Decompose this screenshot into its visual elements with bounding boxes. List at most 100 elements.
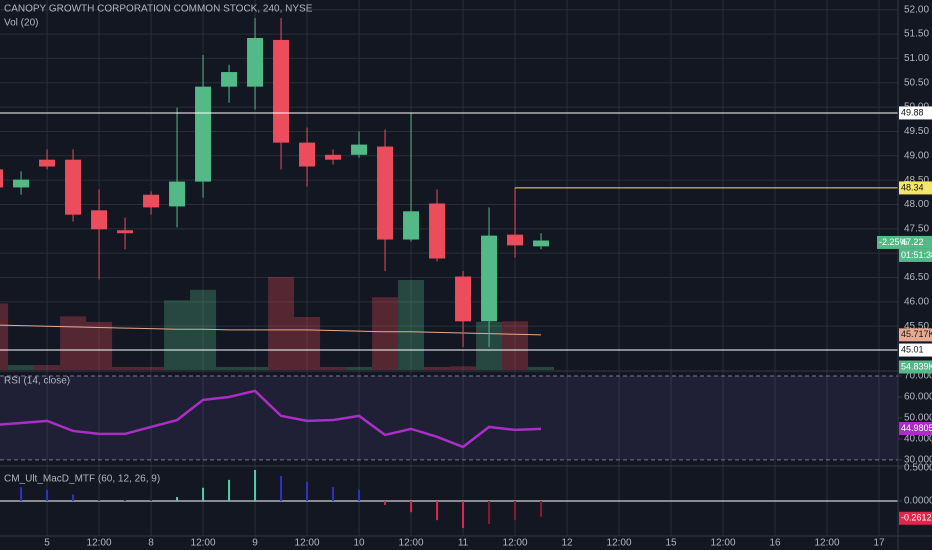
candle-body — [39, 159, 56, 167]
last-change-label: -2.25% — [879, 237, 908, 247]
rsi-line — [0, 389, 542, 449]
y-tick-label: 50.50 — [904, 77, 929, 88]
volume-bar — [112, 366, 139, 370]
volume-bar — [424, 366, 451, 370]
volume-bar — [242, 366, 269, 370]
last-price-label: 47.22 — [901, 237, 924, 247]
y-tick-label: 51.50 — [904, 29, 929, 40]
histogram-bar — [358, 489, 361, 501]
chart-title: CANOPY GROWTH CORPORATION COMMON STOCK, … — [4, 4, 313, 15]
x-tick-label: 17 — [873, 538, 885, 549]
candle-body — [455, 276, 472, 322]
rsi-last-label-box — [899, 421, 932, 435]
x-tick-label: 12:00 — [503, 538, 528, 549]
x-tick-label: 12:00 — [87, 538, 112, 549]
x-tick-label: 12:00 — [607, 538, 632, 549]
x-tick-label: 10 — [353, 538, 365, 549]
y-tick-label: 48.50 — [904, 175, 929, 186]
volume-title: Vol (20) — [4, 18, 38, 29]
volume-bar — [216, 366, 243, 370]
y-tick-label: 48.00 — [904, 199, 929, 210]
histogram-bar — [540, 501, 543, 517]
histogram-bar — [306, 481, 309, 501]
rsi-title: RSI (14, close) — [4, 376, 70, 387]
volume-bar — [450, 366, 477, 370]
rsi-last-label: 44.9805 — [901, 423, 932, 433]
histogram-bar — [436, 501, 439, 521]
histogram-bar — [462, 501, 465, 529]
volume-bar — [60, 316, 87, 370]
histogram-bar — [384, 501, 387, 505]
histogram-bar — [176, 497, 179, 501]
x-tick-label: 12:00 — [711, 538, 736, 549]
plot-area — [0, 0, 898, 536]
y-tick-label: 45.50 — [904, 321, 929, 332]
countdown-label: 01:51:38 — [901, 250, 932, 260]
x-tick-label: 8 — [148, 538, 154, 549]
volume-bar — [320, 366, 347, 370]
volume-bar — [294, 316, 321, 370]
volume-bar — [346, 366, 373, 370]
macd-last-label: -0.2612 — [901, 513, 932, 523]
volume-bar — [34, 365, 61, 370]
histogram-bar — [150, 500, 153, 501]
price-line-label-box — [899, 343, 932, 357]
y-tick-label: 0.5000 — [904, 463, 932, 474]
volume-bar — [398, 279, 425, 370]
y-tick-label: 47.50 — [904, 223, 929, 234]
volume-bar — [0, 303, 9, 370]
candle-body — [65, 159, 82, 215]
histogram-bar — [254, 469, 257, 501]
histogram-bar — [46, 489, 49, 501]
y-tick-label: 49.50 — [904, 126, 929, 137]
y-tick-label: 30.0000 — [904, 455, 932, 466]
overlay: 5 12:00 8 12:00 9 12:00 10 12:00 11 12:00 12 12:00 1… — [44, 4, 932, 549]
volume-ma-label-box — [899, 328, 932, 342]
y-tick-label: 52.00 — [904, 4, 929, 15]
candle-body — [143, 194, 160, 208]
volume-bar — [372, 297, 399, 370]
x-tick-label: 12:00 — [399, 538, 424, 549]
y-tick-label: 0.0000 — [904, 496, 932, 507]
candle-body — [533, 240, 550, 247]
candle-body — [247, 37, 264, 87]
histogram-bar — [280, 475, 283, 501]
volume-bar — [164, 300, 191, 370]
histogram-bar — [98, 500, 101, 501]
last-change-label-box — [877, 235, 899, 249]
x-tick-label: 15 — [665, 538, 677, 549]
x-tick-label: 12:00 — [295, 538, 320, 549]
candle-body — [429, 203, 446, 259]
volume-bar — [502, 321, 529, 370]
x-tick-label: 12:00 — [191, 538, 216, 549]
candle-body — [325, 154, 342, 160]
y-tick-label: 49.00 — [904, 150, 929, 161]
candle-body — [273, 39, 290, 143]
histogram-bar — [488, 501, 491, 525]
volume-ma-line — [0, 324, 542, 336]
volume-ma-label: 45.717K — [901, 329, 932, 339]
histogram-bar — [202, 487, 205, 501]
y-tick-label: 46.00 — [904, 296, 929, 307]
x-tick-label: 9 — [252, 538, 258, 549]
x-tick-label: 11 — [458, 538, 469, 549]
macd-last-label-box — [899, 511, 932, 525]
volume-bar — [268, 276, 295, 370]
x-tick-label: 12:00 — [815, 538, 840, 549]
x-tick-label: 12 — [561, 538, 573, 549]
y-tick-label: 60.0000 — [904, 392, 932, 403]
histogram-bar — [332, 487, 335, 501]
rsi-band — [0, 375, 898, 460]
macd-title: CM_Ult_MacD_MTF (60, 12, 26, 9) — [4, 474, 160, 485]
histogram-bar — [410, 501, 413, 513]
volume-bar — [86, 321, 113, 370]
volume-label-box — [899, 360, 932, 374]
candle-body — [221, 72, 238, 87]
candle-body — [299, 142, 316, 167]
price-line-label-box — [899, 106, 932, 120]
price-line-label: 49.88 — [901, 107, 924, 117]
y-tick-label: 46.50 — [904, 272, 929, 283]
candle-body — [0, 169, 4, 188]
y-tick-label: 70.0000 — [904, 371, 932, 382]
